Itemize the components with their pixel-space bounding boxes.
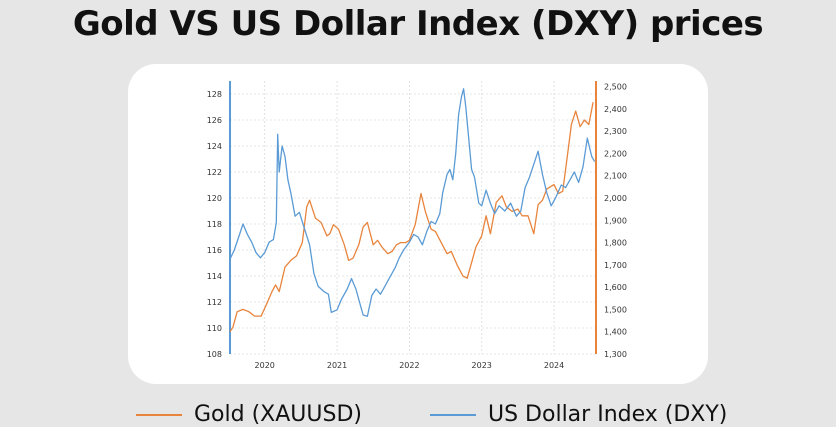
right-tick-label: 1,900 [604, 216, 627, 225]
gold-series-line [229, 102, 594, 333]
x-tick-label: 2024 [544, 361, 564, 370]
x-tick-label: 2023 [472, 361, 492, 370]
legend: Gold (XAUUSD) US Dollar Index (DXY) [0, 402, 836, 427]
chart-card: 108 110 112 114 116 118 120 122 124 126 128 1,300 1… [128, 64, 708, 384]
right-tick-label: 2,400 [604, 105, 627, 114]
legend-gold-label: Gold (XAUUSD) [194, 402, 362, 427]
grid [230, 81, 596, 355]
x-tick-label: 2020 [255, 361, 275, 370]
right-tick-label: 2,200 [604, 149, 627, 158]
left-tick-label: 126 [207, 116, 222, 125]
right-tick-label: 1,400 [604, 328, 627, 337]
left-tick-label: 120 [207, 194, 222, 203]
legend-item-gold: Gold (XAUUSD) [136, 402, 362, 427]
left-tick-label: 110 [207, 324, 222, 333]
right-tick-label: 1,800 [604, 239, 627, 248]
series-layer [229, 88, 596, 333]
dxy-series-line [229, 88, 596, 317]
right-tick-label: 1,700 [604, 261, 627, 270]
right-axis: 1,300 1,400 1,500 1,600 1,700 1,800 1,900 2,000… [595, 81, 627, 359]
right-tick-label: 1,500 [604, 305, 627, 314]
right-tick-label: 1,300 [604, 350, 627, 359]
page-title: Gold VS US Dollar Index (DXY) prices [72, 4, 764, 44]
right-tick-label: 1,600 [604, 283, 627, 292]
left-tick-label: 112 [207, 298, 222, 307]
x-tick-label: 2021 [327, 361, 347, 370]
left-tick-label: 128 [207, 90, 222, 99]
right-tick-label: 2,300 [604, 127, 627, 136]
x-axis: 2020 2021 2022 2023 2024 [255, 361, 565, 370]
right-tick-label: 2,000 [604, 194, 627, 203]
right-tick-label: 2,500 [604, 83, 627, 92]
legend-dxy-swatch [430, 413, 476, 416]
left-tick-label: 108 [207, 350, 222, 359]
left-tick-label: 114 [207, 272, 222, 281]
legend-dxy-label: US Dollar Index (DXY) [488, 402, 728, 427]
left-tick-label: 118 [207, 220, 222, 229]
legend-item-dxy: US Dollar Index (DXY) [430, 402, 727, 427]
left-tick-label: 124 [207, 142, 222, 151]
x-tick-label: 2022 [399, 361, 419, 370]
legend-gold-swatch [136, 413, 182, 416]
right-tick-label: 2,100 [604, 172, 627, 181]
left-axis: 108 110 112 114 116 118 120 122 124 126 128 [207, 81, 231, 359]
left-tick-label: 122 [207, 168, 222, 177]
left-tick-label: 116 [207, 246, 222, 255]
